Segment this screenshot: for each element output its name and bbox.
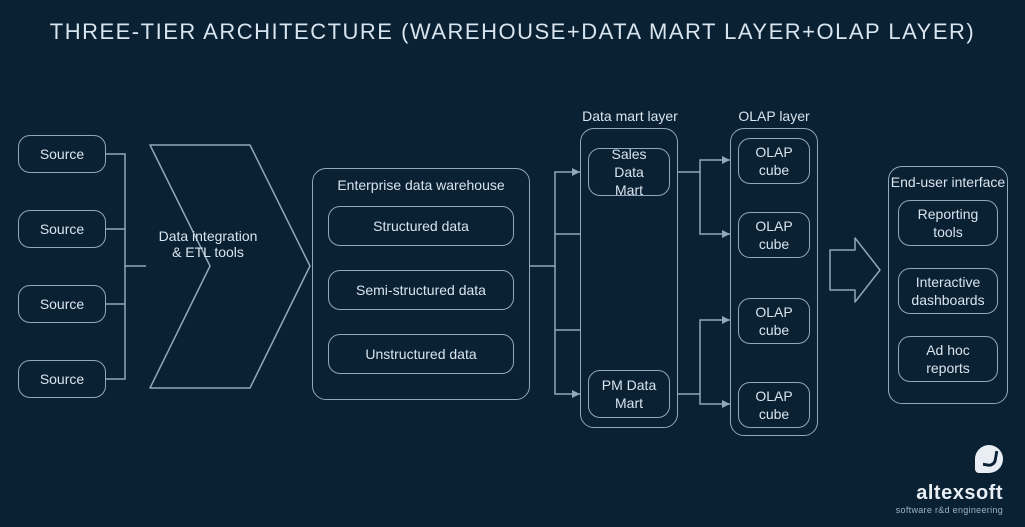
warehouse-item-label: Structured data [373, 217, 469, 235]
warehouse-item: Unstructured data [328, 334, 514, 374]
warehouse-item-label: Unstructured data [365, 345, 476, 363]
end-user-item: Ad hoc reports [898, 336, 998, 382]
source-label: Source [40, 370, 84, 388]
end-user-item-label: Reporting tools [909, 205, 987, 241]
data-mart-item-label: PM Data Mart [599, 376, 659, 412]
olap-item-label: OLAP cube [749, 303, 799, 339]
olap-title: OLAP layer [724, 108, 824, 124]
data-mart-item: PM Data Mart [588, 370, 670, 418]
olap-item: OLAP cube [738, 212, 810, 258]
data-mart-item: Sales Data Mart [588, 148, 670, 196]
warehouse-item-label: Semi-structured data [356, 281, 486, 299]
source-label: Source [40, 295, 84, 313]
olap-item-label: OLAP cube [749, 387, 799, 423]
end-user-item: Reporting tools [898, 200, 998, 246]
data-mart-title: Data mart layer [572, 108, 688, 124]
source-box: Source [18, 135, 106, 173]
source-label: Source [40, 220, 84, 238]
brand-logo: altexsoft software r&d engineering [896, 445, 1003, 515]
olap-item: OLAP cube [738, 382, 810, 428]
warehouse-item: Semi-structured data [328, 270, 514, 310]
olap-item-label: OLAP cube [749, 143, 799, 179]
brand-name: altexsoft [896, 482, 1003, 505]
etl-label: Data integration & ETL tools [158, 228, 258, 260]
data-mart-item-label: Sales Data Mart [599, 145, 659, 200]
olap-item: OLAP cube [738, 298, 810, 344]
brand-icon [975, 445, 1003, 473]
end-user-item-label: Interactive dashboards [909, 273, 987, 309]
end-user-item-label: Ad hoc reports [909, 341, 987, 377]
olap-item-label: OLAP cube [749, 217, 799, 253]
source-box: Source [18, 360, 106, 398]
end-user-item: Interactive dashboards [898, 268, 998, 314]
source-box: Source [18, 210, 106, 248]
brand-tagline: software r&d engineering [896, 505, 1003, 515]
diagram-title: THREE-TIER ARCHITECTURE (WAREHOUSE+DATA … [0, 18, 1025, 47]
warehouse-item: Structured data [328, 206, 514, 246]
end-user-title: End-user interface [888, 174, 1008, 190]
source-label: Source [40, 145, 84, 163]
warehouse-title: Enterprise data warehouse [312, 177, 530, 193]
olap-item: OLAP cube [738, 138, 810, 184]
source-box: Source [18, 285, 106, 323]
